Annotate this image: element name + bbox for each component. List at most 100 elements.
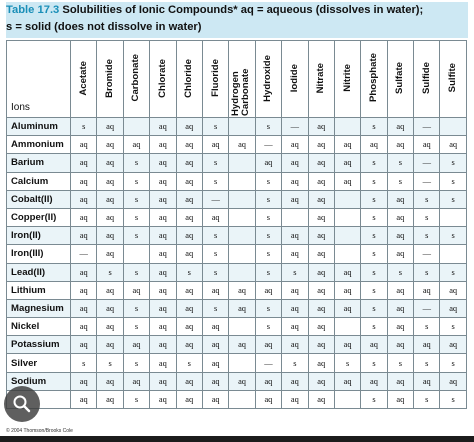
solubility-cell: s bbox=[360, 153, 388, 173]
solubility-cell: aq bbox=[307, 353, 335, 373]
solubility-cell: aq bbox=[281, 226, 309, 246]
solubility-cell: — bbox=[254, 353, 283, 373]
solubility-cell: s bbox=[96, 262, 124, 282]
solubility-cell: — bbox=[254, 135, 283, 155]
column-header: Carbonate bbox=[122, 40, 151, 118]
solubility-cell: aq bbox=[149, 116, 177, 137]
solubility-cell: aq bbox=[201, 353, 230, 373]
solubility-cell bbox=[439, 207, 467, 228]
solubility-cell: aq bbox=[69, 371, 98, 391]
solubility-cell bbox=[333, 389, 362, 410]
solubility-cell: aq bbox=[386, 298, 415, 319]
solubility-cell: aq bbox=[228, 298, 256, 319]
solubility-cell: aq bbox=[96, 207, 124, 228]
column-header-label: Nitrite bbox=[341, 64, 353, 92]
solubility-cell: s bbox=[360, 280, 388, 300]
solubility-cell: aq bbox=[175, 171, 203, 191]
solubility-cell: aq bbox=[175, 335, 203, 355]
solubility-cell bbox=[122, 116, 151, 137]
solubility-cell: aq bbox=[439, 135, 467, 155]
solubility-cell: aq bbox=[307, 371, 335, 391]
ion-name: Potassium bbox=[6, 335, 71, 355]
solubility-cell bbox=[439, 244, 467, 264]
solubility-cell: aq bbox=[333, 262, 362, 282]
solubility-cell: s bbox=[201, 262, 230, 282]
solubility-cell: aq bbox=[281, 335, 309, 355]
solubility-cell: s bbox=[201, 171, 230, 191]
solubility-cell: aq bbox=[201, 317, 230, 337]
solubility-cell bbox=[281, 207, 309, 228]
solubility-cell: s bbox=[175, 262, 203, 282]
solubility-cell: — bbox=[413, 171, 441, 191]
solubility-cell: aq bbox=[149, 226, 177, 246]
solubility-cell: s bbox=[254, 116, 283, 137]
solubility-cell: s bbox=[413, 207, 441, 228]
solubility-cell: aq bbox=[96, 226, 124, 246]
table-row: Magnesium aq aq s aq aq s aq s aq aq aq s aq — aq bbox=[6, 298, 467, 319]
solubility-cell: aq bbox=[175, 189, 203, 209]
solubility-cell: s bbox=[439, 317, 467, 337]
bottom-bar bbox=[0, 436, 474, 442]
solubility-cell: aq bbox=[307, 207, 335, 228]
solubility-cell: aq bbox=[228, 371, 256, 391]
solubility-cell: s bbox=[201, 244, 230, 264]
ion-name: Magnesium bbox=[6, 298, 71, 319]
solubility-cell: aq bbox=[439, 335, 467, 355]
solubility-cell: aq bbox=[149, 298, 177, 319]
solubility-cell: s bbox=[122, 153, 151, 173]
solubility-cell: aq bbox=[201, 207, 230, 228]
solubility-cell: s bbox=[360, 353, 388, 373]
solubility-cell: aq bbox=[149, 153, 177, 173]
column-header-label: Iodide bbox=[288, 63, 300, 93]
table-row: Aluminum s aq aq aq s s — aq s aq — bbox=[6, 116, 467, 137]
solubility-cell: aq bbox=[281, 298, 309, 319]
solubility-cell: aq bbox=[439, 298, 467, 319]
solubility-cell: aq bbox=[96, 389, 124, 410]
lens-search-button[interactable] bbox=[4, 386, 40, 422]
solubility-cell: aq bbox=[149, 371, 177, 391]
solubility-cell: s bbox=[254, 317, 283, 337]
table-row: Cobalt(II) aq aq s aq aq — s aq aq s aq s s bbox=[6, 189, 467, 209]
solubility-cell: s bbox=[386, 353, 415, 373]
solubility-cell: aq bbox=[69, 317, 98, 337]
solubility-cell: aq bbox=[281, 389, 309, 410]
solubility-cell: s bbox=[360, 244, 388, 264]
solubility-cell: aq bbox=[413, 335, 441, 355]
column-header: Sulfite bbox=[439, 40, 467, 118]
ions-header: Ions bbox=[6, 40, 71, 118]
solubility-cell: aq bbox=[201, 371, 230, 391]
column-header: Chlorate bbox=[149, 40, 177, 118]
solubility-cell: aq bbox=[175, 207, 203, 228]
solubility-cell bbox=[333, 244, 362, 264]
table-row: Barium aq aq s aq aq s aq aq aq aq s s — s bbox=[6, 153, 467, 173]
solubility-cell: aq bbox=[307, 244, 335, 264]
solubility-cell: s bbox=[122, 171, 151, 191]
solubility-cell: s bbox=[69, 353, 98, 373]
solubility-cell bbox=[228, 389, 256, 410]
column-header-label: Phosphate bbox=[367, 53, 379, 103]
solubility-cell bbox=[228, 353, 256, 373]
ion-name: Copper(II) bbox=[6, 207, 71, 228]
solubility-cell: s bbox=[439, 262, 467, 282]
column-header: Acetate bbox=[69, 40, 98, 118]
column-header: Nitrite bbox=[333, 40, 362, 118]
solubility-cell: s bbox=[96, 353, 124, 373]
solubility-cell: aq bbox=[201, 135, 230, 155]
solubility-cell: aq bbox=[386, 371, 415, 391]
solubility-cell: aq bbox=[228, 135, 256, 155]
column-header-label: Chlorate bbox=[156, 58, 168, 98]
solubility-cell: aq bbox=[333, 171, 362, 191]
table-title: Solubilities of Ionic Compounds* bbox=[62, 4, 238, 16]
solubility-cell: — bbox=[201, 189, 230, 209]
column-header-label: Sulfate bbox=[394, 62, 406, 94]
solubility-cell: aq bbox=[281, 135, 309, 155]
solubility-cell: s bbox=[439, 153, 467, 173]
solubility-cell: aq bbox=[333, 280, 362, 300]
ion-name: Iron(II) bbox=[6, 226, 71, 246]
solubility-cell: s bbox=[439, 389, 467, 410]
table-row: Sodium aq aq aq aq aq aq aq aq aq aq aq aq aq aq aq bbox=[6, 371, 467, 391]
solubility-cell: aq bbox=[307, 317, 335, 337]
table-caption: Table 17.3 Solubilities of Ionic Compoun… bbox=[6, 2, 468, 38]
solubility-cell: s bbox=[254, 226, 283, 246]
